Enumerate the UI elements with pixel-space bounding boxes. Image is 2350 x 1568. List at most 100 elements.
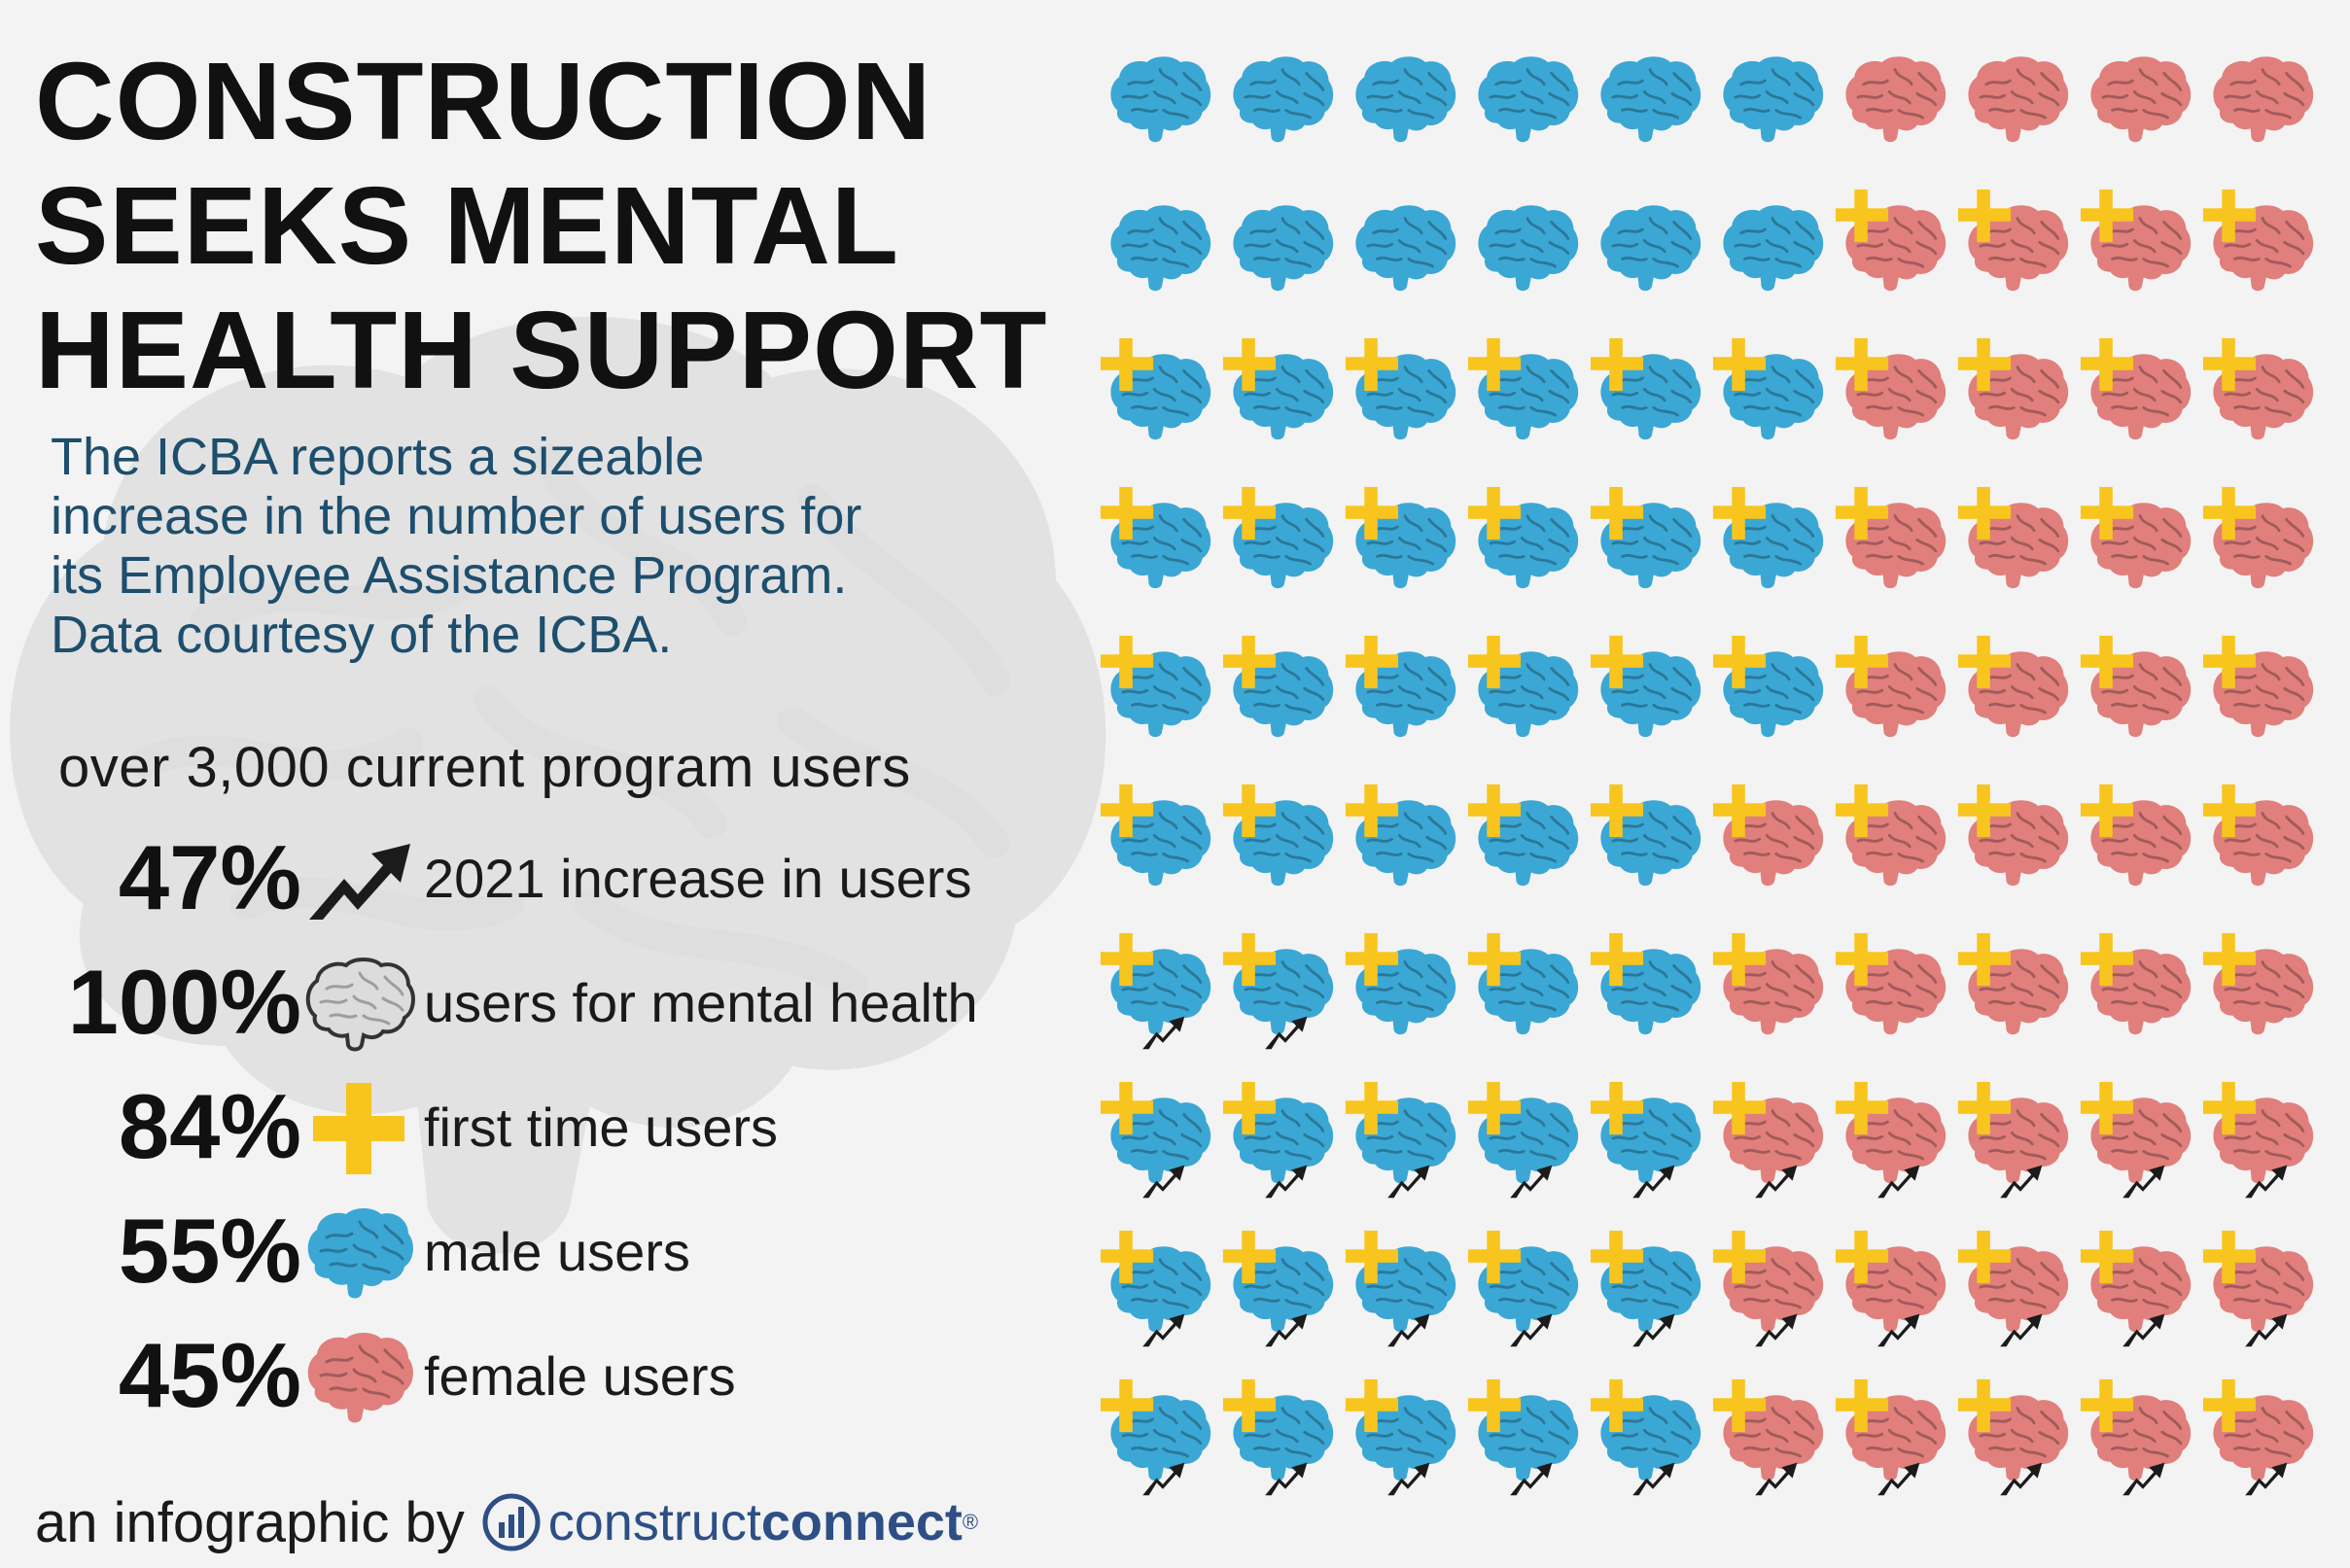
brain-icon [1717, 201, 1828, 295]
plus-icon [2080, 784, 2134, 838]
description: The ICBA reports a sizeable increase in … [51, 428, 1071, 665]
trend-arrow-icon [2000, 1462, 2043, 1496]
female-brain-unit [1834, 783, 1956, 904]
male-brain-unit [1589, 634, 1711, 755]
trend-arrow-icon [1265, 1016, 1308, 1050]
plus-icon [1467, 1230, 1522, 1284]
female-brain-unit [2201, 1377, 2324, 1499]
female-brain-unit [1834, 1080, 1956, 1202]
female-brain-unit [1956, 1229, 2079, 1350]
trend-arrow-icon [1510, 1165, 1553, 1199]
plus-icon [1222, 635, 1277, 689]
female-brain-unit [1711, 783, 1834, 904]
plus-icon [1590, 635, 1644, 689]
male-brain-unit [1466, 931, 1589, 1053]
left-panel: CONSTRUCTION SEEKS MENTAL HEALTH SUPPORT… [0, 0, 1089, 1568]
logo-mark-icon [482, 1493, 541, 1551]
trend-arrow-icon [1632, 1313, 1675, 1347]
plus-icon [1100, 1230, 1154, 1284]
plus-icon [2202, 635, 2257, 689]
plus-icon [1590, 1230, 1644, 1284]
female-brain-unit [1956, 1080, 2079, 1202]
trend-arrow-icon [1755, 1165, 1798, 1199]
female-brain-unit [1956, 485, 2079, 607]
male-brain-unit [1344, 783, 1466, 904]
brain-icon [1227, 52, 1338, 146]
stat-label: female users [424, 1345, 736, 1407]
female-brain-unit [2201, 931, 2324, 1053]
trend-arrow-icon [1387, 1313, 1430, 1347]
female-brain-unit [2201, 783, 2324, 904]
stat-percent: 47% [118, 826, 301, 928]
trend-arrow-icon [1142, 1016, 1185, 1050]
plus-icon [1835, 1230, 1889, 1284]
male-brain-unit [1711, 336, 1834, 458]
plus-icon [1222, 1081, 1277, 1135]
male-brain-unit [1221, 1377, 1344, 1499]
plus-icon [1957, 1230, 2012, 1284]
plus-icon [2202, 1378, 2257, 1433]
trend-arrow-icon [1265, 1165, 1308, 1199]
male-brain-unit [1099, 1080, 1221, 1202]
male-brain-unit [1466, 1229, 1589, 1350]
plus-icon [1957, 1378, 2012, 1433]
stat-percent: 55% [118, 1200, 301, 1302]
plus-icon [1590, 932, 1644, 987]
female-brain-unit [1834, 1229, 1956, 1350]
brand-logo[interactable]: construct connect ® [482, 1492, 978, 1552]
female-brain-unit [2079, 634, 2201, 755]
male-brain-unit [1466, 634, 1589, 755]
stat-female: 45% female users [0, 1314, 1089, 1431]
plus-icon [1467, 932, 1522, 987]
trend-arrow-icon [1265, 1462, 1308, 1496]
male-brain-unit [1466, 336, 1589, 458]
plus-icon [1100, 1378, 1154, 1433]
female-brain-unit [2079, 1377, 2201, 1499]
plus-icon [313, 1083, 404, 1174]
plus-icon [2080, 337, 2134, 392]
female-brain-unit [1711, 1377, 1834, 1499]
plus-icon [1712, 932, 1767, 987]
brain-icon [1227, 201, 1338, 295]
title-line: SEEKS MENTAL [35, 164, 899, 287]
trend-arrow-icon [2245, 1462, 2288, 1496]
female-brain-unit [1834, 39, 1956, 160]
trend-arrow-icon [1387, 1462, 1430, 1496]
male-brain-unit [1466, 485, 1589, 607]
trend-arrow-icon [1755, 1462, 1798, 1496]
plus-icon [1835, 635, 1889, 689]
brain-icon [2085, 52, 2195, 146]
female-brain-unit [2201, 39, 2324, 160]
stat-label: first time users [424, 1097, 779, 1158]
stat-percent: 84% [118, 1075, 301, 1177]
brain-icon [1350, 201, 1460, 295]
title-line: CONSTRUCTION [35, 40, 932, 162]
trend-arrow-icon [1142, 1165, 1185, 1199]
male-brain-unit [1344, 39, 1466, 160]
plus-icon [2080, 189, 2134, 243]
male-brain-unit [1099, 336, 1221, 458]
plus-icon [2202, 932, 2257, 987]
plus-icon [1712, 1230, 1767, 1284]
plus-icon [1957, 189, 2012, 243]
description-line: increase in the number of users for [51, 487, 862, 545]
plus-icon [1345, 635, 1399, 689]
male-brain-unit [1466, 1377, 1589, 1499]
plus-icon [1712, 486, 1767, 540]
male-brain-unit [1711, 634, 1834, 755]
brain-icon [1472, 201, 1583, 295]
plus-icon [1100, 337, 1154, 392]
female-brain-unit [1711, 931, 1834, 1053]
stat-percent: 100% [67, 951, 301, 1053]
plus-icon [2202, 189, 2257, 243]
plus-icon [1222, 1230, 1277, 1284]
plus-icon [1345, 932, 1399, 987]
male-brain-unit [1099, 783, 1221, 904]
trend-arrow-icon [1142, 1313, 1185, 1347]
male-brain-unit [1589, 783, 1711, 904]
male-brain-unit [1466, 39, 1589, 160]
plus-icon [1345, 1378, 1399, 1433]
plus-icon [1712, 784, 1767, 838]
male-brain-unit [1344, 1377, 1466, 1499]
brain-icon [301, 1200, 418, 1307]
